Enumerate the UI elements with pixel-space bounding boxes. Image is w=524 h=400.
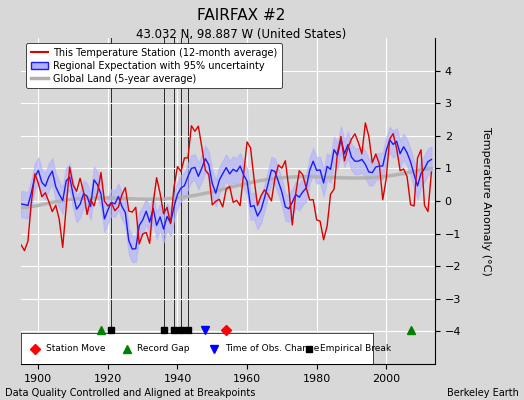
- Y-axis label: Temperature Anomaly (°C): Temperature Anomaly (°C): [481, 127, 490, 275]
- Text: Data Quality Controlled and Aligned at Breakpoints: Data Quality Controlled and Aligned at B…: [5, 388, 256, 398]
- Text: 43.032 N, 98.887 W (United States): 43.032 N, 98.887 W (United States): [136, 28, 346, 41]
- Text: Berkeley Earth: Berkeley Earth: [447, 388, 519, 398]
- Text: FAIRFAX #2: FAIRFAX #2: [197, 8, 285, 23]
- Legend: This Temperature Station (12-month average), Regional Expectation with 95% uncer: This Temperature Station (12-month avera…: [26, 43, 282, 88]
